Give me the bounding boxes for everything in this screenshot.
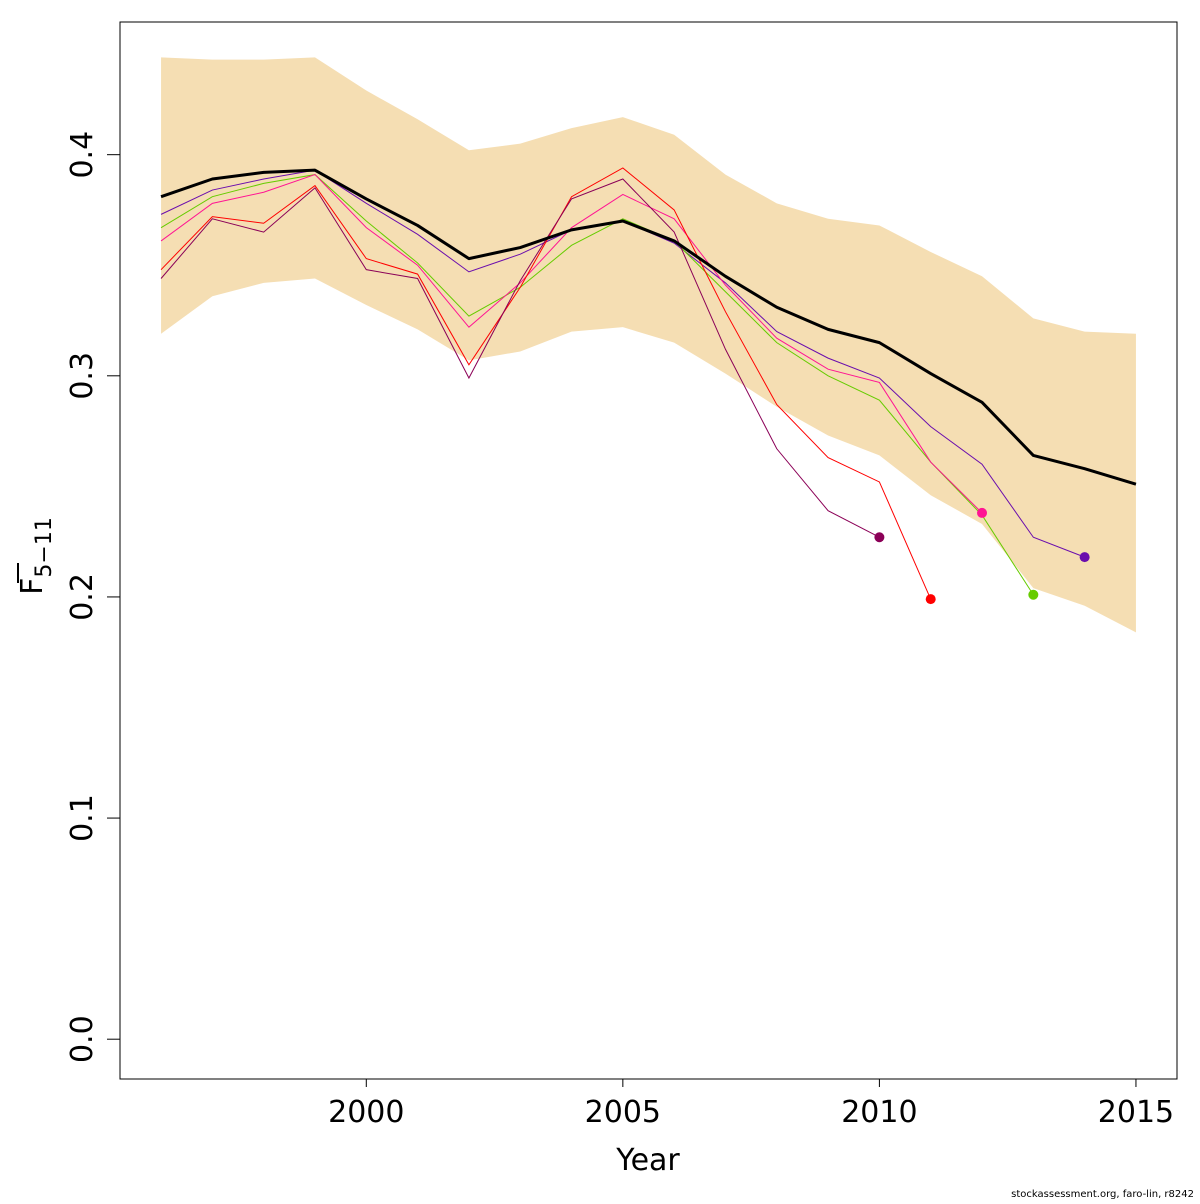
base-line-layer: [160, 168, 1137, 486]
peel-endpoint-2: [1028, 589, 1039, 600]
y-axis-title-subscript: 5−11: [32, 517, 57, 577]
peel-line-4: [160, 167, 932, 600]
x-axis-title: Year: [615, 1143, 680, 1178]
x-tick-label: 2010: [841, 1095, 917, 1130]
svg-text:F5−11: F5−11: [15, 517, 57, 595]
peel-endpoint-5: [874, 532, 885, 543]
peel-endpoint-4: [925, 594, 936, 605]
y-tick-label: 0.1: [65, 794, 100, 842]
y-tick-label: 0.0: [65, 1015, 100, 1063]
x-tick-label: 2015: [1098, 1095, 1174, 1130]
y-axis-title-main: F: [15, 578, 50, 595]
x-tick-label: 2000: [328, 1095, 404, 1130]
x-axis: 2000 2005 2010 2015: [328, 1079, 1174, 1130]
credit-text: stockassessment.org, faro-lin, r8242: [1011, 1189, 1194, 1200]
y-axis-title: F5−11: [15, 517, 57, 595]
y-tick-label: 0.2: [65, 573, 100, 621]
endpoint-layer: [874, 507, 1090, 605]
peel-endpoint-1: [1079, 552, 1090, 563]
peel-line-5: [160, 178, 880, 538]
confidence-band-layer: [161, 57, 1136, 633]
confidence-band: [161, 57, 1136, 633]
y-axis: 0.0 0.1 0.2 0.3 0.4: [65, 131, 120, 1063]
x-tick-label: 2005: [585, 1095, 661, 1130]
peel-line-3: [160, 174, 983, 514]
base-line: [160, 168, 1137, 486]
peel-endpoint-3: [977, 507, 988, 518]
y-tick-label: 0.3: [65, 352, 100, 400]
plot-frame: [119, 21, 1178, 1080]
y-tick-label: 0.4: [65, 131, 100, 179]
peel-line-2: [160, 174, 1034, 595]
